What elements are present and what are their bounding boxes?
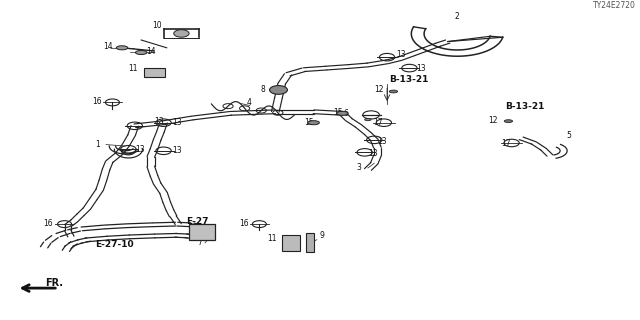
Ellipse shape [389, 90, 397, 93]
Bar [282, 235, 300, 251]
Text: 16: 16 [239, 219, 248, 228]
Text: 13: 13 [368, 149, 378, 158]
Ellipse shape [308, 121, 319, 125]
Text: 13: 13 [397, 51, 406, 60]
Text: 2: 2 [455, 12, 460, 21]
Text: 16: 16 [44, 219, 53, 228]
Text: 13: 13 [154, 117, 164, 126]
Text: 13: 13 [416, 64, 426, 73]
Ellipse shape [504, 120, 513, 123]
Ellipse shape [337, 111, 348, 116]
Text: 6: 6 [344, 109, 349, 118]
Text: 9: 9 [320, 230, 325, 240]
Text: 10: 10 [152, 21, 162, 30]
Text: 8: 8 [261, 85, 266, 94]
Text: 17: 17 [500, 139, 510, 148]
Ellipse shape [136, 51, 147, 54]
Text: 12: 12 [374, 85, 384, 94]
Text: 11: 11 [267, 234, 276, 243]
Text: B-13-21: B-13-21 [505, 102, 545, 111]
Text: 13: 13 [172, 117, 182, 127]
Circle shape [269, 85, 287, 94]
Text: E-27: E-27 [186, 217, 209, 226]
Bar [306, 234, 314, 252]
Text: 13: 13 [135, 145, 145, 154]
Bar [145, 68, 165, 77]
Ellipse shape [365, 118, 371, 121]
Text: 14: 14 [103, 42, 113, 52]
Bar [189, 224, 214, 240]
Text: 11: 11 [129, 64, 138, 73]
Text: 4: 4 [246, 98, 252, 107]
Text: E-27-10: E-27-10 [95, 240, 134, 249]
Circle shape [173, 30, 189, 37]
Text: 1: 1 [95, 140, 100, 149]
Text: 7: 7 [197, 238, 202, 247]
Text: 14: 14 [147, 47, 156, 56]
Text: 13: 13 [172, 146, 182, 155]
Text: 3: 3 [356, 164, 362, 172]
Text: 15: 15 [333, 108, 342, 116]
Text: FR.: FR. [45, 278, 63, 288]
Text: 15: 15 [304, 118, 314, 127]
Text: 12: 12 [488, 116, 497, 125]
Ellipse shape [116, 46, 128, 50]
Text: 5: 5 [566, 131, 571, 140]
Text: B-13-21: B-13-21 [389, 76, 428, 84]
Text: 16: 16 [92, 97, 102, 106]
Text: 17: 17 [373, 118, 383, 127]
Text: TY24E2720: TY24E2720 [593, 1, 636, 10]
Text: 13: 13 [378, 137, 387, 146]
